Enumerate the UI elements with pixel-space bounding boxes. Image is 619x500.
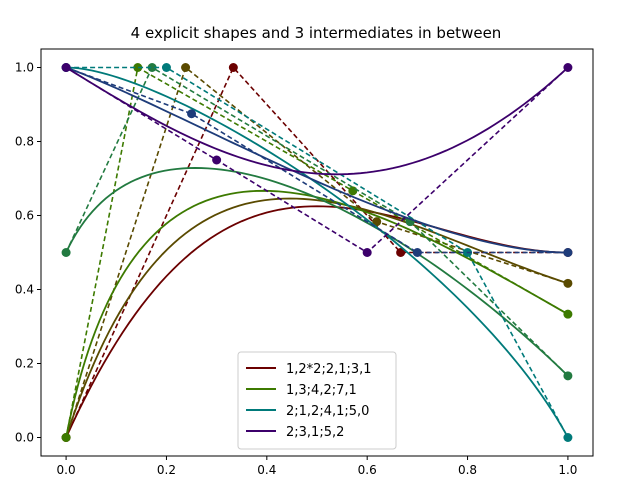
x-tick-label-0: 0.0: [57, 463, 76, 477]
control-polygon-3: [65, 66, 569, 377]
x-tick-label-2: 0.4: [257, 463, 276, 477]
axis-ticks: 0.0 0.2 0.4 0.6 0.8 1.0 0.0 0.2 0.4 0.6 0.8 1.0: [15, 61, 578, 478]
axes-frame: [40, 48, 594, 457]
control-point-4-3: [563, 433, 573, 442]
control-point-0-2: [396, 248, 406, 257]
control-point-1-3: [563, 278, 573, 288]
control-point-3-1: [147, 63, 157, 72]
x-tick-label-4: 0.8: [458, 463, 477, 477]
y-tick-label-3: 0.6: [15, 209, 34, 223]
x-tick-label-3: 0.6: [358, 463, 377, 477]
control-point-6-0: [61, 63, 71, 72]
control-polygon-1: [65, 66, 569, 438]
y-tick-label-0: 0.0: [15, 431, 34, 445]
control-polygon-6: [65, 66, 569, 254]
control-point-5-2: [412, 248, 422, 257]
control-point-5-3: [563, 248, 573, 257]
curve-2: [65, 189, 569, 438]
chart-title: 4 explicit shapes and 3 intermediates in…: [131, 24, 502, 42]
y-tick-label-4: 0.8: [15, 135, 34, 149]
control-point-1-2: [372, 217, 382, 227]
x-tick-label-5: 1.0: [558, 463, 577, 477]
control-point-4-1: [161, 63, 171, 72]
control-point-2-2: [348, 186, 358, 196]
control-point-1-1: [181, 63, 191, 72]
curve-5: [65, 66, 568, 254]
y-tick-label-2: 0.4: [15, 283, 34, 297]
x-tick-label-1: 0.2: [157, 463, 176, 477]
curve-4: [66, 66, 569, 438]
legend-label-2: 2;1,2;4,1;5,0: [286, 404, 369, 419]
control-point-6-1: [212, 155, 222, 165]
legend-label-0: 1,2*2;2,1;3,1: [286, 362, 372, 377]
legend-box: [237, 351, 397, 450]
control-point-3-3: [563, 371, 573, 381]
control-point-6-3: [563, 63, 573, 72]
legend-label-3: 2;3,1;5,2: [286, 425, 344, 440]
control-point-2-1: [133, 63, 143, 72]
y-tick-label-5: 1.0: [15, 61, 34, 75]
legend: 1,2*2;2,1;3,1 1,3;4,2;7,1 2;1,2;4,1;5,0 2;3…: [237, 351, 397, 450]
curve-1: [65, 197, 569, 438]
control-polygon-5: [65, 66, 568, 254]
curve-6: [65, 66, 569, 176]
control-point-3-0: [61, 248, 71, 257]
control-point-2-3: [563, 309, 573, 319]
control-polygon-4: [66, 66, 569, 438]
control-point-5-1: [187, 109, 197, 119]
control-point-0-1: [228, 63, 238, 72]
legend-label-1: 1,3;4,2;7,1: [286, 383, 357, 398]
y-tick-label-1: 0.2: [15, 357, 34, 371]
plot-area: [61, 63, 573, 442]
curve-3: [65, 167, 569, 377]
control-point-6-2: [362, 248, 372, 257]
control-point-2-0: [61, 433, 71, 442]
